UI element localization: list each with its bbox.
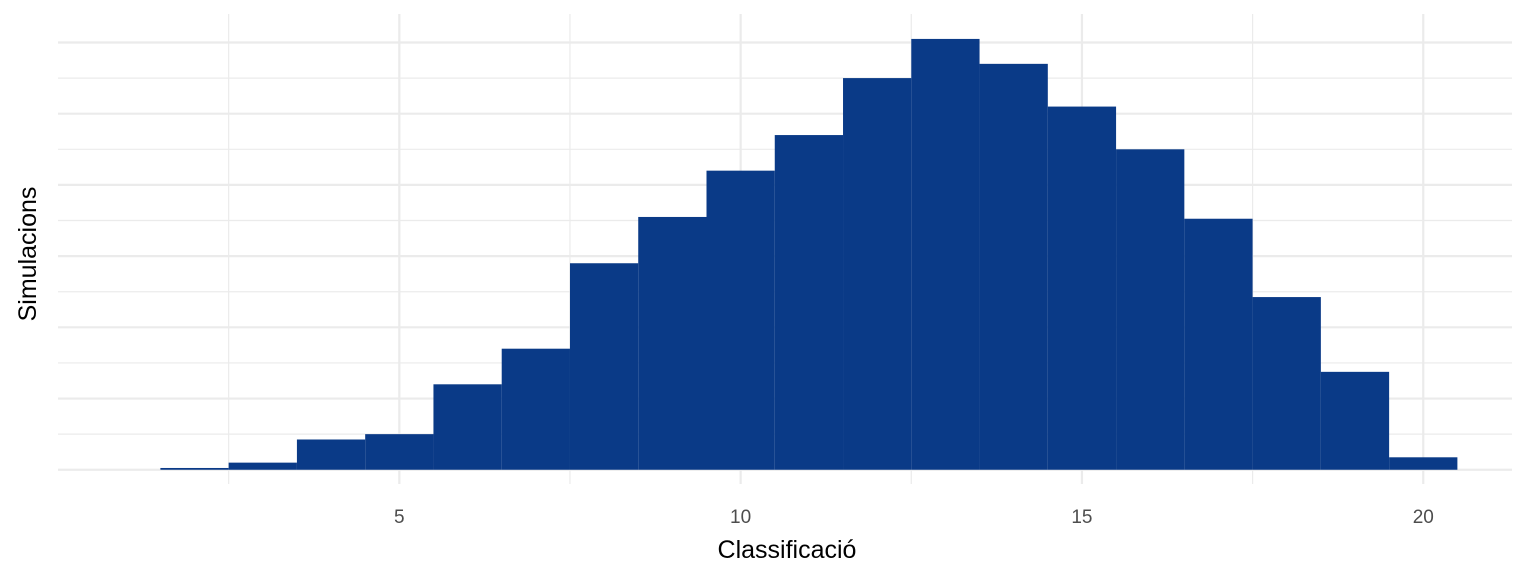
- histogram-bar: [365, 434, 434, 470]
- histogram-bar: [638, 216, 707, 470]
- histogram-bar: [1184, 218, 1253, 470]
- x-tick-label: 10: [730, 507, 751, 528]
- histogram-bars: [160, 38, 1458, 470]
- histogram-bar: [706, 170, 775, 470]
- histogram-bar: [296, 439, 366, 470]
- histogram-bar: [1047, 106, 1117, 470]
- histogram-bar: [911, 38, 980, 470]
- histogram-bar: [228, 462, 297, 470]
- histogram-bar: [569, 263, 639, 470]
- x-tick-label: 15: [1071, 507, 1092, 528]
- histogram-bar: [501, 348, 570, 470]
- histogram-bar: [1252, 297, 1321, 470]
- y-axis-title: Simulacions: [14, 187, 42, 322]
- x-tick-label: 5: [394, 507, 405, 528]
- histogram-bar: [160, 467, 229, 470]
- histogram-bar: [433, 384, 502, 470]
- x-tick-labels: 5 10 15 20: [394, 507, 1434, 528]
- x-tick-label: 20: [1413, 507, 1434, 528]
- histogram-bar: [774, 135, 844, 470]
- histogram-bar: [1116, 149, 1185, 470]
- x-axis-title: Classificació: [718, 536, 857, 564]
- histogram-bar: [1320, 371, 1390, 470]
- histogram-bar: [979, 63, 1048, 470]
- histogram-bar: [1389, 457, 1458, 470]
- histogram-bar: [843, 78, 912, 470]
